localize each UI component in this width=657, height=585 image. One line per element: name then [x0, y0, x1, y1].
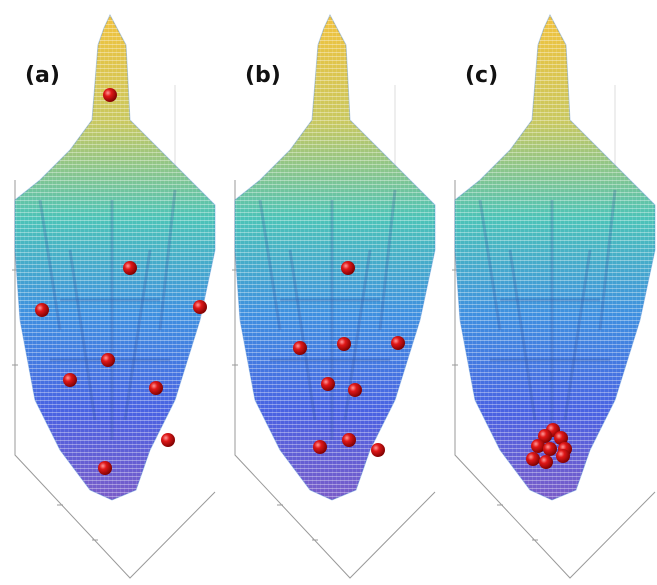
panel-label: (b)	[245, 63, 281, 88]
ball	[123, 261, 137, 275]
ball	[35, 303, 49, 317]
panel: (b)	[232, 15, 435, 578]
ball	[543, 442, 557, 456]
ball	[341, 261, 355, 275]
panel-label: (a)	[25, 63, 60, 88]
ball	[391, 336, 405, 350]
ball	[539, 455, 553, 469]
ball	[63, 373, 77, 387]
ball	[556, 449, 570, 463]
ball	[103, 88, 117, 102]
ball	[101, 353, 115, 367]
ball	[293, 341, 307, 355]
ball	[193, 300, 207, 314]
ball	[98, 461, 112, 475]
panel: (c)	[452, 15, 655, 578]
ball	[342, 433, 356, 447]
panel-label: (c)	[465, 63, 498, 88]
ball	[337, 337, 351, 351]
ball	[526, 452, 540, 466]
ball	[149, 381, 163, 395]
ball	[321, 377, 335, 391]
ball	[313, 440, 327, 454]
ball	[348, 383, 362, 397]
figure: (a) (b) (c)	[0, 0, 657, 585]
ball	[531, 439, 545, 453]
ball	[161, 433, 175, 447]
ball	[371, 443, 385, 457]
panel: (a)	[12, 15, 215, 578]
